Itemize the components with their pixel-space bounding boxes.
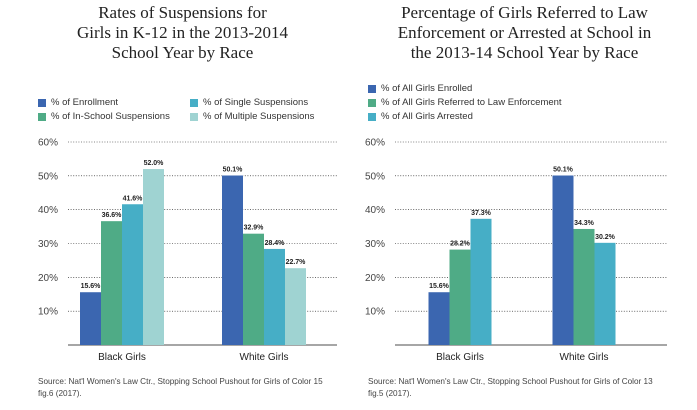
legend-label: % of Single Suspensions bbox=[203, 97, 309, 108]
data-label: 32.9% bbox=[244, 225, 265, 232]
y-tick-label: 10% bbox=[38, 307, 58, 318]
data-label: 50.1% bbox=[553, 166, 574, 173]
data-label: 22.7% bbox=[286, 259, 307, 266]
legend-label: % of In-School Suspensions bbox=[51, 111, 170, 122]
legend-item: % of All Girls Enrolled bbox=[368, 83, 472, 94]
legend-label: % of Enrollment bbox=[51, 97, 119, 108]
category-label: White Girls bbox=[240, 352, 289, 363]
legend-swatch bbox=[368, 98, 376, 107]
bar bbox=[222, 175, 243, 345]
legend-swatch bbox=[190, 98, 198, 107]
data-label: 50.1% bbox=[223, 166, 244, 173]
legend-swatch bbox=[38, 112, 46, 121]
legend-item: % of Enrollment bbox=[38, 97, 118, 108]
legend-label: % of Multiple Suspensions bbox=[203, 111, 315, 122]
legend-item: % of Single Suspensions bbox=[190, 97, 308, 108]
category-label: White Girls bbox=[560, 352, 609, 363]
data-label: 28.2% bbox=[450, 241, 471, 248]
legend-item: % of All Girls Referred to Law Enforceme… bbox=[368, 97, 562, 108]
bar bbox=[449, 249, 471, 345]
y-tick-label: 50% bbox=[365, 171, 385, 182]
legend-item: % of Multiple Suspensions bbox=[190, 111, 314, 122]
data-label: 28.4% bbox=[265, 240, 286, 247]
bar bbox=[573, 228, 595, 345]
chart-2-title: Percentage of Girls Referred to Law Enfo… bbox=[397, 3, 652, 62]
y-tick-label: 10% bbox=[365, 307, 385, 318]
bar bbox=[470, 218, 492, 345]
bar bbox=[101, 221, 122, 345]
bar bbox=[143, 169, 164, 345]
data-label: 52.0% bbox=[144, 160, 165, 167]
y-tick-label: 30% bbox=[365, 239, 385, 250]
bar bbox=[285, 268, 306, 345]
y-tick-label: 30% bbox=[38, 239, 58, 250]
legend-item: % of In-School Suspensions bbox=[38, 111, 170, 122]
bar bbox=[122, 204, 143, 345]
bar bbox=[243, 233, 264, 345]
legend-swatch bbox=[38, 98, 46, 107]
category-label: Black Girls bbox=[436, 352, 484, 363]
legend-item: % of All Girls Arrested bbox=[368, 111, 473, 122]
y-tick-label: 50% bbox=[38, 171, 58, 182]
chart-2-source: Source: Nat'l Women's Law Ctr., Stopping… bbox=[368, 377, 653, 398]
bar bbox=[428, 292, 450, 345]
legend-swatch bbox=[368, 112, 376, 121]
data-label: 37.3% bbox=[471, 210, 492, 217]
data-label: 15.6% bbox=[429, 283, 450, 290]
bar bbox=[594, 242, 616, 345]
bar bbox=[80, 292, 101, 345]
legend-swatch bbox=[190, 112, 198, 121]
data-label: 36.6% bbox=[102, 212, 123, 219]
data-label: 34.3% bbox=[574, 220, 595, 227]
data-label: 15.6% bbox=[81, 283, 102, 290]
y-tick-label: 60% bbox=[38, 138, 58, 149]
category-label: Black Girls bbox=[98, 352, 146, 363]
legend-label: % of All Girls Arrested bbox=[381, 111, 473, 122]
chart-1-title: Rates of Suspensions for Girls in K-12 i… bbox=[76, 3, 289, 62]
data-label: 41.6% bbox=[123, 195, 144, 202]
bar bbox=[552, 175, 574, 345]
legend-swatch bbox=[368, 84, 376, 93]
y-tick-label: 40% bbox=[38, 205, 58, 216]
y-tick-label: 20% bbox=[38, 273, 58, 284]
bar bbox=[264, 248, 285, 345]
legend-label: % of All Girls Enrolled bbox=[381, 83, 473, 94]
data-label: 30.2% bbox=[595, 234, 616, 241]
y-tick-label: 20% bbox=[365, 273, 385, 284]
legend-label: % of All Girls Referred to Law Enforceme… bbox=[381, 97, 562, 108]
y-tick-label: 60% bbox=[365, 138, 385, 149]
chart-1-source: Source: Nat'l Women's Law Ctr., Stopping… bbox=[38, 377, 323, 398]
y-tick-label: 40% bbox=[365, 205, 385, 216]
